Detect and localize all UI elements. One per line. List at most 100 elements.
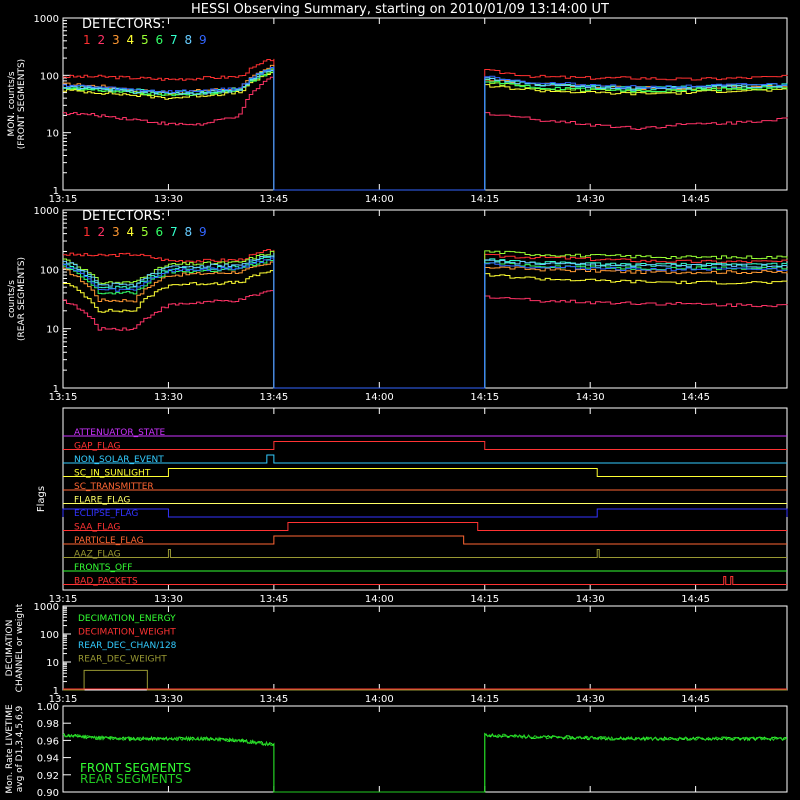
panel1-legend-detector-4: 4: [127, 33, 135, 47]
panel4-ylabel: DECIMATION: [5, 620, 15, 677]
panel2-ylabel: counts/s: [7, 280, 17, 318]
time-tick-label: 14:30: [576, 594, 605, 605]
time-tick-label: 13:15: [49, 694, 78, 705]
panel5-ytick-label: 0.98: [37, 719, 59, 730]
panel2-series-9: [63, 257, 788, 389]
panel2-legend-detector-3: 3: [112, 225, 120, 239]
flag-label-fronts_off: FRONTS_OFF: [74, 563, 132, 573]
panel1-series-7: [63, 67, 788, 191]
panel1-ytick-label: 100: [40, 71, 59, 82]
panel1-legend-detector-9: 9: [199, 33, 207, 47]
time-tick-label: 13:30: [154, 194, 183, 205]
dec-legend-3: REAR_DEC_WEIGHT: [78, 655, 167, 665]
panel5-ytick-label: 1.00: [37, 702, 59, 713]
time-tick-label: 14:00: [365, 594, 394, 605]
panel1-ytick-label: 10: [46, 129, 59, 140]
dec-legend-2: REAR_DEC_CHAN/128: [78, 641, 177, 651]
panel1-ytick-label: 1000: [34, 14, 59, 25]
panel2-ytick-label: 1000: [34, 206, 59, 217]
panel5-ytick-label: 0.94: [37, 754, 59, 765]
flag-label-attenuator: ATTENUATOR_STATE: [74, 428, 166, 438]
flag-label-non_solar: NON_SOLAR_EVENT: [74, 455, 164, 465]
livetime-legend-front: FRONT SEGMENTS: [80, 761, 191, 775]
time-tick-label: 13:30: [154, 694, 183, 705]
panel2-series-4: [63, 268, 788, 389]
panel2-legend-detector-8: 8: [185, 225, 193, 239]
panel1-legend-detector-1: 1: [83, 33, 91, 47]
panel5-ytick-label: 0.92: [37, 771, 59, 782]
flag-label-transmitter: SC_TRANSMITTER: [74, 482, 154, 492]
time-tick-label: 14:00: [365, 194, 394, 205]
panel3-ylabel: Flags: [36, 486, 47, 512]
time-tick-label: 14:30: [576, 392, 605, 403]
time-tick-label: 13:45: [259, 594, 288, 605]
flag-label-bad_packets: BAD_PACKETS: [74, 577, 138, 587]
flag-line-aaz: [63, 549, 787, 558]
time-tick-label: 13:45: [259, 194, 288, 205]
panel5-ytick-label: 0.96: [37, 736, 59, 747]
flag-label-saa: SAA_FLAG: [74, 523, 120, 533]
time-tick-label: 14:00: [365, 392, 394, 403]
panel2-series-2: [63, 289, 788, 389]
panel5-ytick-label: 0.90: [37, 788, 59, 799]
time-tick-label: 13:15: [49, 594, 78, 605]
panel1-series-9: [63, 66, 788, 191]
flag-label-sunlight: SC_IN_SUNLIGHT: [74, 469, 151, 479]
flag-label-gap: GAP_FLAG: [74, 442, 120, 452]
flag-line-sunlight: [63, 468, 787, 477]
livetime-legend-rear: REAR SEGMENTS: [80, 772, 183, 786]
panel2-legend-detector-1: 1: [83, 225, 91, 239]
time-tick-label: 14:15: [470, 594, 499, 605]
panel2-ylabel2: (REAR SEGMENTS): [17, 257, 27, 341]
time-tick-label: 13:45: [259, 694, 288, 705]
panel1-ylabel2: (FRONT SEGMENTS): [17, 59, 27, 149]
plot-layer: 13:15 13:30 13:45 14:00 14:15 14:30 14:45 13:15…: [5, 14, 788, 799]
panel1-legend-title: DETECTORS:: [82, 17, 165, 32]
time-tick-label: 14:30: [576, 194, 605, 205]
flag-line-bad_packets: [63, 576, 787, 585]
time-tick-label: 14:45: [681, 594, 710, 605]
panel2-ytick-label: 1: [53, 384, 59, 395]
time-tick-label: 14:45: [681, 694, 710, 705]
panel2-ytick-label: 10: [46, 325, 59, 336]
time-tick-label: 13:30: [154, 392, 183, 403]
panel4-ylabel2: CHANNEL or weight: [15, 603, 25, 692]
flag-label-flare: FLARE_FLAG: [74, 496, 130, 506]
panel1-legend-detector-2: 2: [98, 33, 106, 47]
panel2-legend-detector-7: 7: [170, 225, 178, 239]
flag-line-non_solar: [63, 454, 787, 464]
time-tick-label: 14:15: [470, 392, 499, 403]
panel4-ytick-label: 100: [40, 630, 59, 641]
panel2-series-3: [63, 261, 788, 389]
panel2-legend-title: DETECTORS:: [82, 209, 165, 224]
flag-label-aaz: AAZ_FLAG: [74, 550, 121, 560]
chart-title: HESSI Observing Summary, starting on 201…: [191, 2, 609, 17]
flag-line-particle: [63, 535, 787, 545]
panel4-ytick-label: 1000: [34, 602, 59, 613]
livetime-series-1: [62, 733, 788, 793]
time-tick-label: 13:15: [49, 392, 78, 403]
panel5-ylabel: Mon. Rate LIVETIME: [5, 704, 15, 794]
panel1-legend-detector-6: 6: [156, 33, 164, 47]
dec-series-rear-weight: [63, 669, 787, 691]
panel4-ytick-label: 10: [46, 658, 59, 669]
panel1-legend-detector-3: 3: [112, 33, 120, 47]
panel2-legend-detector-4: 4: [127, 225, 135, 239]
panel1-series-1: [63, 58, 788, 191]
panel1-ylabel: MON. counts/s: [7, 71, 17, 136]
flag-line-gap: [63, 441, 787, 450]
time-tick-label: 14:15: [470, 194, 499, 205]
panel1-legend-detector-5: 5: [141, 33, 149, 47]
panel1-series-8: [63, 66, 788, 191]
panel2-series-6: [63, 257, 788, 389]
time-tick-label: 14:45: [681, 392, 710, 403]
flag-label-eclipse: ECLIPSE_FLAG: [74, 509, 138, 519]
flag-label-particle: PARTICLE_FLAG: [74, 536, 144, 546]
panel1-ytick-label: 1: [53, 186, 59, 197]
flag-line-saa: [63, 522, 787, 531]
flag-line-eclipse: [62, 508, 788, 518]
dec-legend-0: DECIMATION_ENERGY: [78, 614, 176, 624]
panel1-series-3: [63, 64, 788, 191]
time-tick-label: 13:30: [154, 594, 183, 605]
